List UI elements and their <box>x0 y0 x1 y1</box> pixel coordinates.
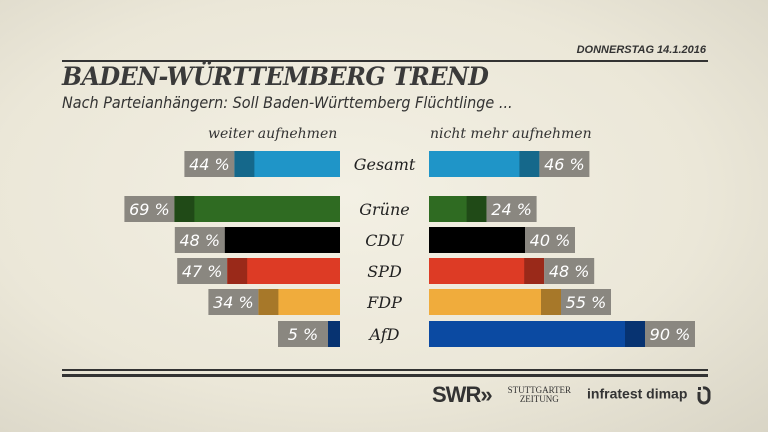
bar-shade <box>224 227 245 253</box>
infratest-dimap-icon <box>697 386 711 405</box>
bar-left-CDU <box>224 227 340 253</box>
label-box-left <box>174 227 225 253</box>
bar-right-Grüne <box>429 196 487 222</box>
bottom-rule-2 <box>62 374 708 377</box>
bar-shade <box>524 258 545 284</box>
label-box-right <box>539 151 590 177</box>
chart-title: BADEN-WÜRTTEMBERG TREND <box>62 62 489 91</box>
label-box-right <box>544 258 595 284</box>
value-label-right: 40 % <box>530 231 571 250</box>
bar-right-CDU <box>429 227 525 253</box>
date: DONNERSTAG 14.1.2016 <box>576 44 706 56</box>
label-box-right <box>486 196 537 222</box>
bar-left-SPD <box>227 258 340 284</box>
category-label: Gesamt <box>354 155 416 174</box>
chart-subtitle: Nach Parteianhängern: Soll Baden-Württem… <box>62 93 513 112</box>
bar-shade <box>625 321 645 347</box>
value-label-right: 24 % <box>491 200 532 219</box>
stuttgarter-zeitung-logo: STUTTGARTER ZEITUNG <box>507 385 572 404</box>
label-box-left <box>208 289 259 315</box>
label-box-right <box>645 321 695 347</box>
value-label-left: 69 % <box>129 200 170 219</box>
category-label: AfD <box>367 325 399 344</box>
label-box-left <box>124 196 175 222</box>
top-rule <box>62 60 708 62</box>
value-label-right: 48 % <box>549 262 590 281</box>
legend-right: nicht mehr aufnehmen <box>430 126 592 142</box>
swr-logo: SWR» <box>432 382 493 407</box>
value-label-left: 44 % <box>189 155 230 174</box>
label-box-left <box>177 258 228 284</box>
bar-right-FDP <box>429 289 561 315</box>
legend-left: weiter aufnehmen <box>208 126 338 142</box>
bar-shade <box>505 227 525 253</box>
infratest-dimap-logo: infratest dimap <box>587 385 715 405</box>
value-label-left: 48 % <box>179 231 220 250</box>
label-box-right <box>525 227 575 253</box>
bar-left-Grüne <box>174 196 340 222</box>
bar-right-SPD <box>429 258 545 284</box>
bar-shade <box>466 196 487 222</box>
category-label: FDP <box>366 293 402 312</box>
bar-left-Gesamt <box>234 151 340 177</box>
bar-shade <box>541 289 561 315</box>
bar-shade <box>519 151 540 177</box>
logos: SWR» STUTTGARTER ZEITUNG infratest dimap <box>432 382 715 408</box>
value-label-left: 5 % <box>288 325 318 344</box>
value-label-right: 55 % <box>566 293 607 312</box>
value-label-left: 34 % <box>213 293 254 312</box>
value-label-right: 90 % <box>650 325 691 344</box>
bar-left-AfD <box>328 321 340 347</box>
bottom-rule-1 <box>62 369 708 371</box>
bar-shade <box>328 321 340 347</box>
bar-shade <box>227 258 248 284</box>
category-label: Grüne <box>359 200 410 219</box>
category-label: CDU <box>365 231 404 250</box>
value-label-left: 47 % <box>182 262 223 281</box>
bar-right-AfD <box>429 321 645 347</box>
bar-left-FDP <box>258 289 340 315</box>
value-label-right: 46 % <box>544 155 585 174</box>
bar-right-Gesamt <box>429 151 540 177</box>
label-box-left <box>278 321 328 347</box>
bar-shade <box>174 196 195 222</box>
label-box-right <box>561 289 611 315</box>
bar-shade <box>258 289 279 315</box>
label-box-left <box>184 151 235 177</box>
bar-shade <box>234 151 255 177</box>
category-label: SPD <box>367 262 402 281</box>
